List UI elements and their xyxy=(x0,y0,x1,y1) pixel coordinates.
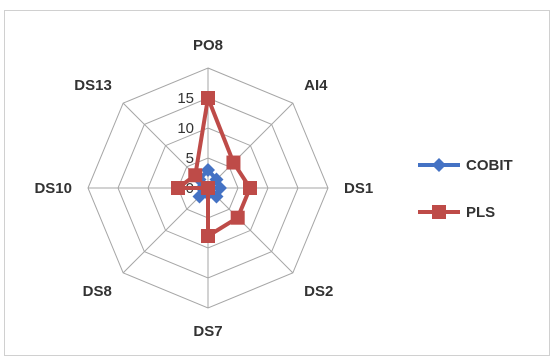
category-label: PO8 xyxy=(193,37,223,54)
data-point xyxy=(201,229,215,243)
grid-spoke xyxy=(122,187,209,274)
tick-label: 5 xyxy=(186,150,194,167)
series-layer xyxy=(171,91,257,243)
legend: COBIT PLS xyxy=(418,157,513,221)
series-pls xyxy=(171,91,257,243)
tick-label: 10 xyxy=(177,120,194,137)
data-point xyxy=(226,155,241,170)
category-label: DS8 xyxy=(83,283,112,300)
data-point xyxy=(243,181,257,195)
chart-frame xyxy=(4,10,550,356)
grid-spoke xyxy=(207,102,294,189)
category-labels: PO8 AI4 DS1 DS2 DS7 DS8 DS10 DS13 xyxy=(34,37,373,340)
data-point xyxy=(201,163,215,177)
legend-item-cobit: COBIT xyxy=(418,157,513,174)
legend-marker xyxy=(432,158,446,172)
data-point xyxy=(230,210,245,225)
data-point xyxy=(188,168,203,183)
category-label: DS13 xyxy=(74,77,112,94)
category-label: DS10 xyxy=(34,180,72,197)
grid-spoke xyxy=(207,187,294,274)
legend-item-pls: PLS xyxy=(418,204,495,221)
data-point xyxy=(201,181,215,195)
legend-label: COBIT xyxy=(466,157,513,174)
data-point xyxy=(171,181,185,195)
tick-label: 15 xyxy=(177,90,194,107)
legend-label: PLS xyxy=(466,204,495,221)
category-label: DS1 xyxy=(344,180,373,197)
category-label: AI4 xyxy=(304,77,328,94)
legend-marker xyxy=(432,205,446,219)
category-label: DS7 xyxy=(193,323,222,340)
category-label: DS2 xyxy=(304,283,333,300)
data-point xyxy=(201,91,215,105)
